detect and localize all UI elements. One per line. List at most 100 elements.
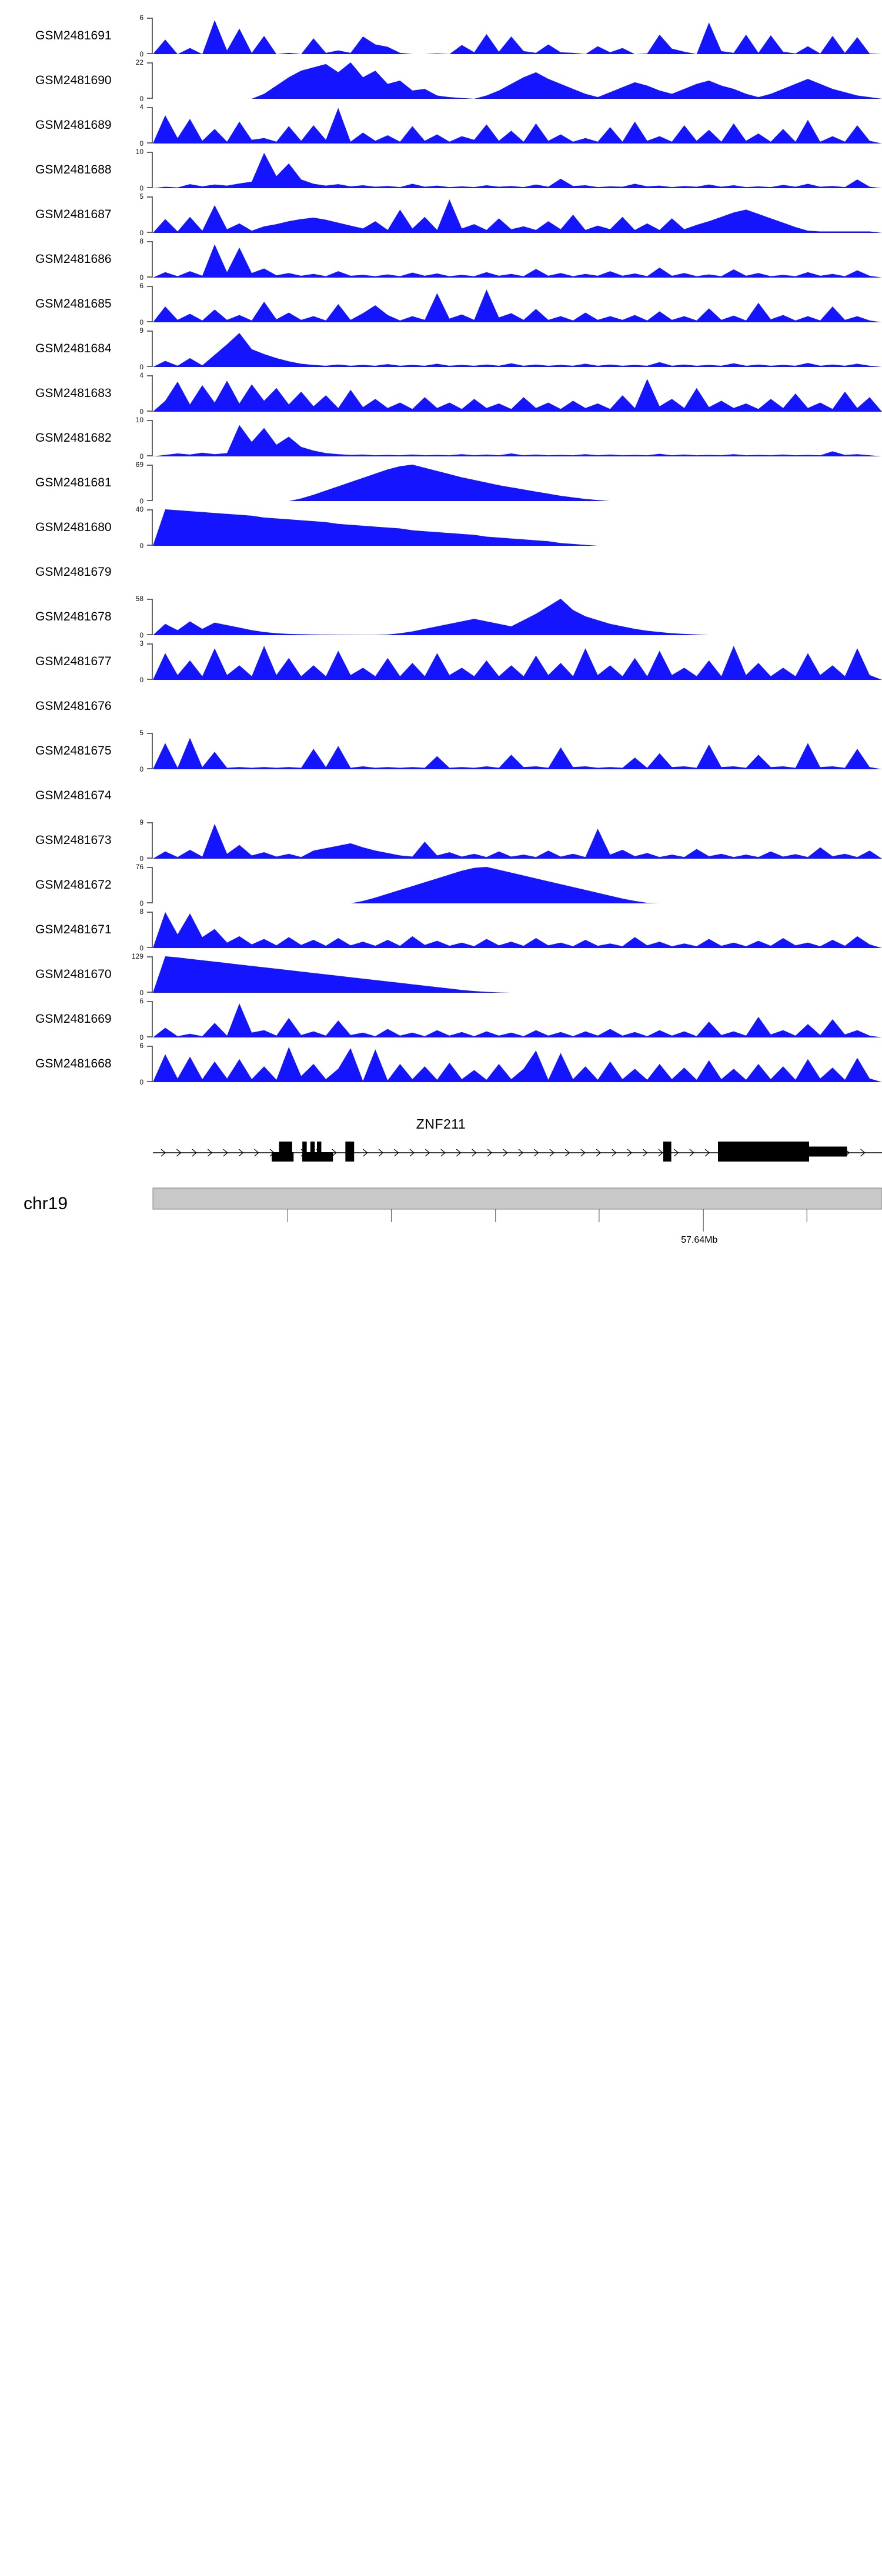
y-axis-tick-top bbox=[147, 599, 153, 600]
coverage-track[interactable]: GSM2481669 6 0 bbox=[0, 997, 882, 1041]
coverage-track[interactable]: GSM2481677 3 0 bbox=[0, 639, 882, 684]
y-axis-tick-bottom bbox=[147, 500, 153, 501]
y-axis-spine bbox=[152, 18, 153, 54]
coverage-track[interactable]: GSM2481688 10 0 bbox=[0, 148, 882, 192]
y-axis-spine bbox=[152, 375, 153, 412]
y-axis-tick-top bbox=[147, 465, 153, 466]
coverage-track[interactable]: GSM2481680 40 0 bbox=[0, 506, 882, 549]
coverage-track[interactable]: GSM2481678 58 0 bbox=[0, 595, 882, 639]
coverage-area-plot[interactable] bbox=[153, 286, 882, 322]
y-axis-spine bbox=[152, 1046, 153, 1082]
coverage-area-plot[interactable] bbox=[153, 1046, 882, 1082]
coverage-track[interactable]: GSM2481670 129 0 bbox=[0, 953, 882, 996]
y-axis-tick-bottom bbox=[147, 1036, 153, 1037]
y-axis-tick-top bbox=[147, 62, 153, 64]
y-axis-tick-top bbox=[147, 822, 153, 823]
coverage-track[interactable]: GSM2481685 6 0 bbox=[0, 282, 882, 326]
coverage-area-plot[interactable] bbox=[153, 375, 882, 412]
chromosome-label: chr19 bbox=[24, 1194, 68, 1213]
track-label-gsm2481669: GSM2481669 bbox=[35, 1012, 112, 1026]
gene-model-track[interactable]: ZNF211 bbox=[0, 1116, 882, 1169]
y-axis-tick-top bbox=[147, 733, 153, 734]
y-axis-max-label: 5 bbox=[139, 192, 143, 201]
coverage-track[interactable]: GSM2481673 9 0 bbox=[0, 819, 882, 862]
track-label-gsm2481668: GSM2481668 bbox=[35, 1057, 112, 1070]
coverage-track[interactable]: GSM2481676 bbox=[0, 688, 882, 725]
coverage-area-plot[interactable] bbox=[153, 107, 882, 144]
coverage-track[interactable]: GSM2481683 4 0 bbox=[0, 372, 882, 415]
coverage-area-plot[interactable] bbox=[153, 196, 882, 233]
coverage-track[interactable]: GSM2481672 76 0 bbox=[0, 863, 882, 907]
coverage-track[interactable]: GSM2481689 4 0 bbox=[0, 104, 882, 148]
coverage-track[interactable]: GSM2481674 bbox=[0, 778, 882, 814]
coverage-area-plot[interactable] bbox=[153, 912, 882, 948]
coverage-area-plot[interactable] bbox=[153, 18, 882, 54]
coverage-track[interactable]: GSM2481681 69 0 bbox=[0, 461, 882, 505]
y-axis-min-label: 0 bbox=[139, 989, 143, 997]
y-axis-tick-top bbox=[147, 107, 153, 108]
y-axis-tick-bottom bbox=[147, 768, 153, 769]
y-axis-tick-bottom bbox=[147, 411, 153, 412]
coverage-area-plot[interactable] bbox=[153, 509, 882, 546]
coverage-track[interactable]: GSM2481686 8 0 bbox=[0, 238, 882, 281]
coverage-track[interactable]: GSM2481671 8 0 bbox=[0, 908, 882, 952]
coverage-track[interactable]: GSM2481668 6 0 bbox=[0, 1042, 882, 1086]
coverage-area-plot[interactable] bbox=[153, 420, 882, 456]
y-axis-min-label: 0 bbox=[139, 1078, 143, 1086]
y-axis-tick-top bbox=[147, 331, 153, 332]
coverage-area-plot[interactable] bbox=[153, 867, 882, 903]
coverage-area-plot[interactable] bbox=[153, 1001, 882, 1037]
y-axis-tick-bottom bbox=[147, 679, 153, 680]
coverage-area-plot[interactable] bbox=[153, 152, 882, 188]
coverage-area-plot[interactable] bbox=[153, 822, 882, 859]
coverage-track[interactable]: GSM2481684 9 0 bbox=[0, 327, 882, 371]
y-axis-tick-bottom bbox=[147, 992, 153, 993]
track-label-gsm2481689: GSM2481689 bbox=[35, 118, 112, 132]
y-axis-tick-bottom bbox=[147, 187, 153, 188]
y-axis-spine bbox=[152, 643, 153, 680]
coverage-area-plot[interactable] bbox=[153, 465, 882, 501]
coverage-track[interactable]: GSM2481682 10 0 bbox=[0, 416, 882, 460]
y-axis-spine bbox=[152, 509, 153, 546]
y-axis-max-label: 3 bbox=[139, 639, 143, 648]
coverage-track[interactable]: GSM2481687 5 0 bbox=[0, 192, 882, 236]
track-label-gsm2481677: GSM2481677 bbox=[35, 655, 112, 668]
y-axis-max-label: 129 bbox=[131, 952, 143, 960]
y-axis-tick-bottom bbox=[147, 1081, 153, 1082]
coverage-area-plot[interactable] bbox=[153, 62, 882, 99]
y-axis-spine bbox=[152, 241, 153, 278]
y-axis-spine bbox=[152, 956, 153, 993]
track-label-gsm2481676: GSM2481676 bbox=[35, 699, 112, 713]
coverage-track[interactable]: GSM2481691 6 0 bbox=[0, 14, 882, 58]
y-axis-tick-top bbox=[147, 18, 153, 19]
y-axis-tick-bottom bbox=[147, 232, 153, 233]
y-axis-spine bbox=[152, 465, 153, 501]
y-axis-tick-top bbox=[147, 956, 153, 957]
y-axis-max-label: 9 bbox=[139, 326, 143, 335]
coverage-area-plot[interactable] bbox=[153, 599, 882, 635]
y-axis: 10 0 bbox=[136, 148, 153, 192]
coverage-track[interactable]: GSM2481675 5 0 bbox=[0, 729, 882, 773]
y-axis-min-label: 0 bbox=[139, 944, 143, 952]
track-label-gsm2481674: GSM2481674 bbox=[35, 789, 112, 802]
y-axis-spine bbox=[152, 1001, 153, 1037]
track-label-gsm2481679: GSM2481679 bbox=[35, 565, 112, 579]
track-label-gsm2481680: GSM2481680 bbox=[35, 520, 112, 534]
y-axis: 10 0 bbox=[136, 416, 153, 460]
coverage-area-plot[interactable] bbox=[153, 331, 882, 367]
y-axis-min-label: 0 bbox=[139, 676, 143, 684]
coverage-area-plot[interactable] bbox=[153, 733, 882, 769]
y-axis-tick-top bbox=[147, 1046, 153, 1047]
chromosome-ruler-track[interactable]: chr19 57.64Mb bbox=[0, 1186, 882, 1268]
coverage-track[interactable]: GSM2481679 bbox=[0, 554, 882, 590]
y-axis: 129 0 bbox=[132, 953, 153, 996]
coverage-track[interactable]: GSM2481690 22 0 bbox=[0, 59, 882, 102]
coverage-area-plot[interactable] bbox=[153, 241, 882, 278]
coverage-area-plot[interactable] bbox=[153, 643, 882, 680]
y-axis-min-label: 0 bbox=[139, 139, 143, 148]
y-axis-tick-bottom bbox=[147, 276, 153, 278]
coverage-area-plot[interactable] bbox=[153, 956, 882, 993]
